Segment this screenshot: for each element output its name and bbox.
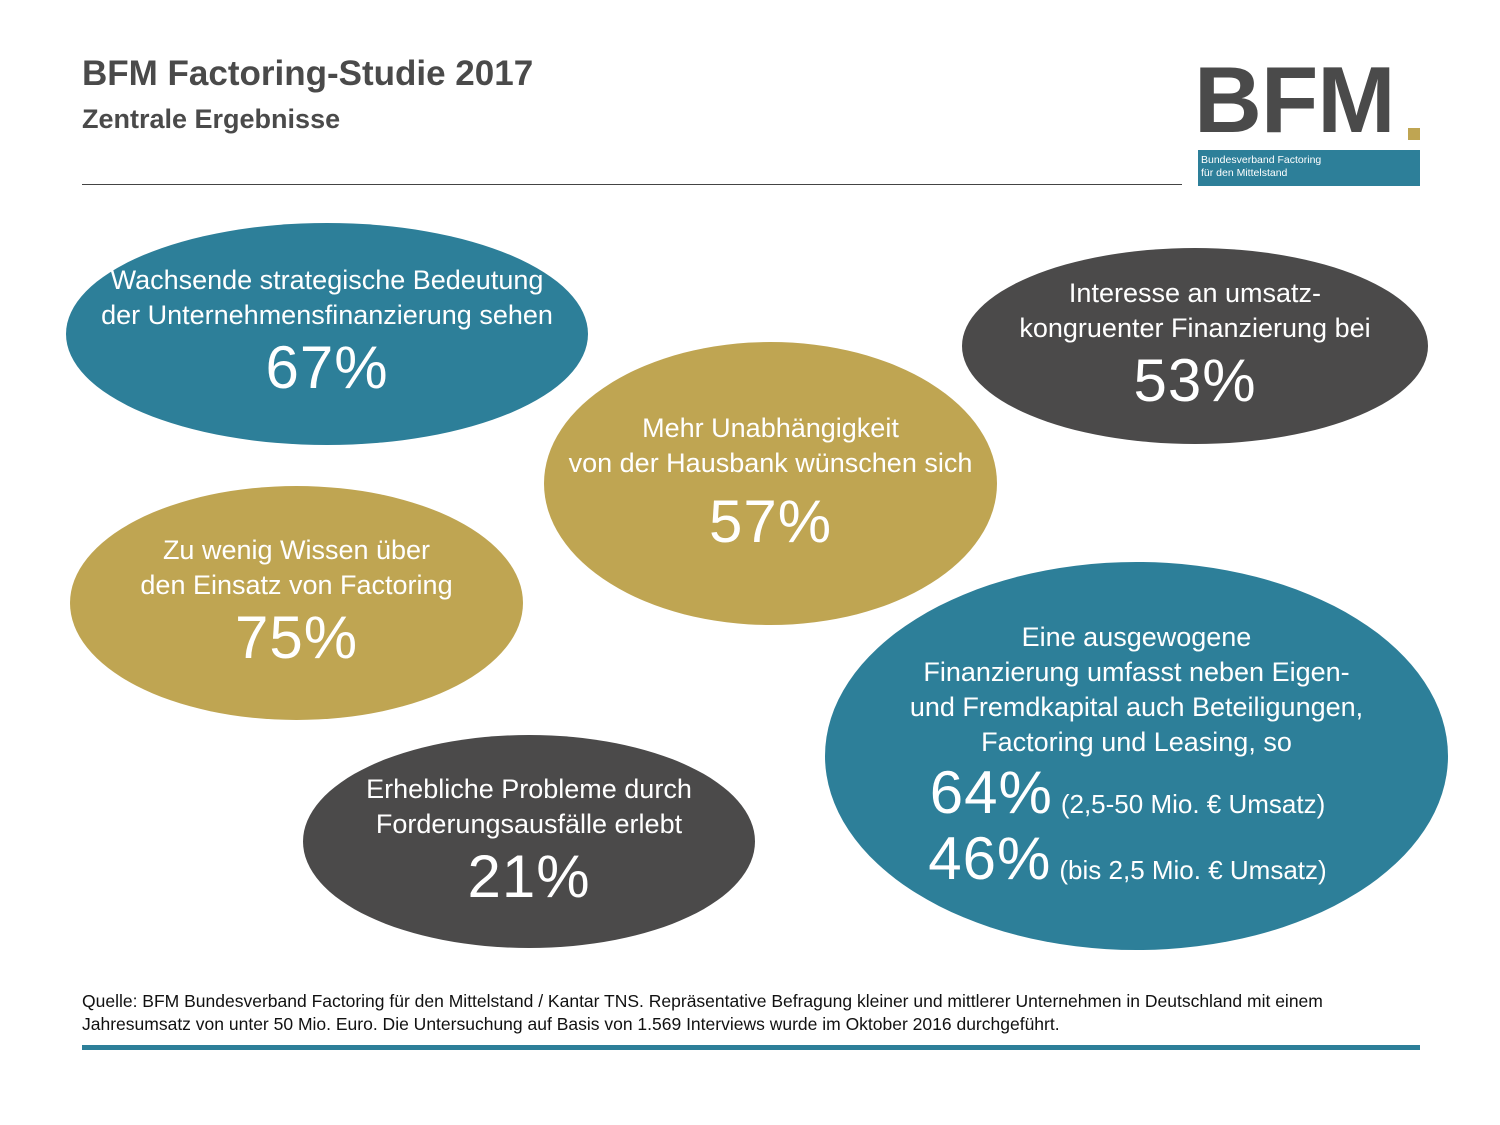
logo-tagline-line-2: für den Mittelstand [1201, 167, 1288, 179]
finding-percentage: 46% [928, 825, 1052, 892]
finding-factoring-knowledge: Zu wenig Wissen über den Einsatz von Fac… [70, 486, 523, 720]
page-title: BFM Factoring-Studie 2017 [82, 54, 534, 93]
finding-segment-note: (2,5-50 Mio. € Umsatz) [1060, 789, 1326, 819]
finding-percentage: 67% [265, 334, 389, 401]
footer-divider [82, 1045, 1420, 1050]
finding-percentage: 75% [234, 604, 359, 671]
logo-letters: BFM [1194, 47, 1396, 152]
finding-percentage: 21% [467, 842, 591, 910]
finding-text: Erhebliche Probleme durch Forderungsausf… [366, 773, 692, 839]
finding-strategic-importance: Wachsende strategische Bedeutung der Unt… [66, 223, 588, 445]
finding-bank-independence: Mehr Unabhängigkeit von der Hausbank wün… [544, 342, 997, 625]
finding-revenue-congruent-financing: Interesse an umsatz- kongruenter Finanzi… [962, 248, 1428, 444]
page-subtitle: Zentrale Ergebnisse [82, 104, 341, 134]
bfm-logo: BFM Bundesverband Factoring für den Mitt… [1194, 53, 1420, 186]
logo-tagline-bar: Bundesverband Factoring für den Mittelst… [1198, 150, 1420, 186]
finding-text: Wachsende strategische Bedeutung der Unt… [101, 265, 553, 330]
logo-tagline-line-1: Bundesverband Factoring [1201, 154, 1322, 166]
finding-text: Zu wenig Wissen über den Einsatz von Fac… [140, 535, 453, 600]
finding-percentage: 57% [708, 487, 833, 555]
finding-text: Interesse an umsatz- kongruenter Finanzi… [1019, 278, 1371, 343]
finding-receivable-defaults: Erhebliche Probleme durch Forderungsausf… [303, 735, 755, 948]
header-divider [82, 184, 1182, 185]
finding-percentage: 53% [1133, 347, 1257, 414]
finding-segment-note: (bis 2,5 Mio. € Umsatz) [1059, 855, 1327, 885]
logo-accent-square [1408, 128, 1420, 140]
finding-text: Eine ausgewogene Finanzierung umfasst ne… [909, 622, 1364, 757]
finding-percentage: 64% [929, 759, 1053, 826]
finding-value-row: 46% (bis 2,5 Mio. € Umsatz) [928, 826, 1326, 892]
finding-balanced-financing: Eine ausgewogene Finanzierung umfasst ne… [825, 562, 1448, 950]
finding-text: Mehr Unabhängigkeit von der Hausbank wün… [568, 412, 973, 478]
source-note: Quelle: BFM Bundesverband Factoring für … [82, 991, 1323, 1034]
finding-value-row: 64% (2,5-50 Mio. € Umsatz) [930, 760, 1326, 826]
